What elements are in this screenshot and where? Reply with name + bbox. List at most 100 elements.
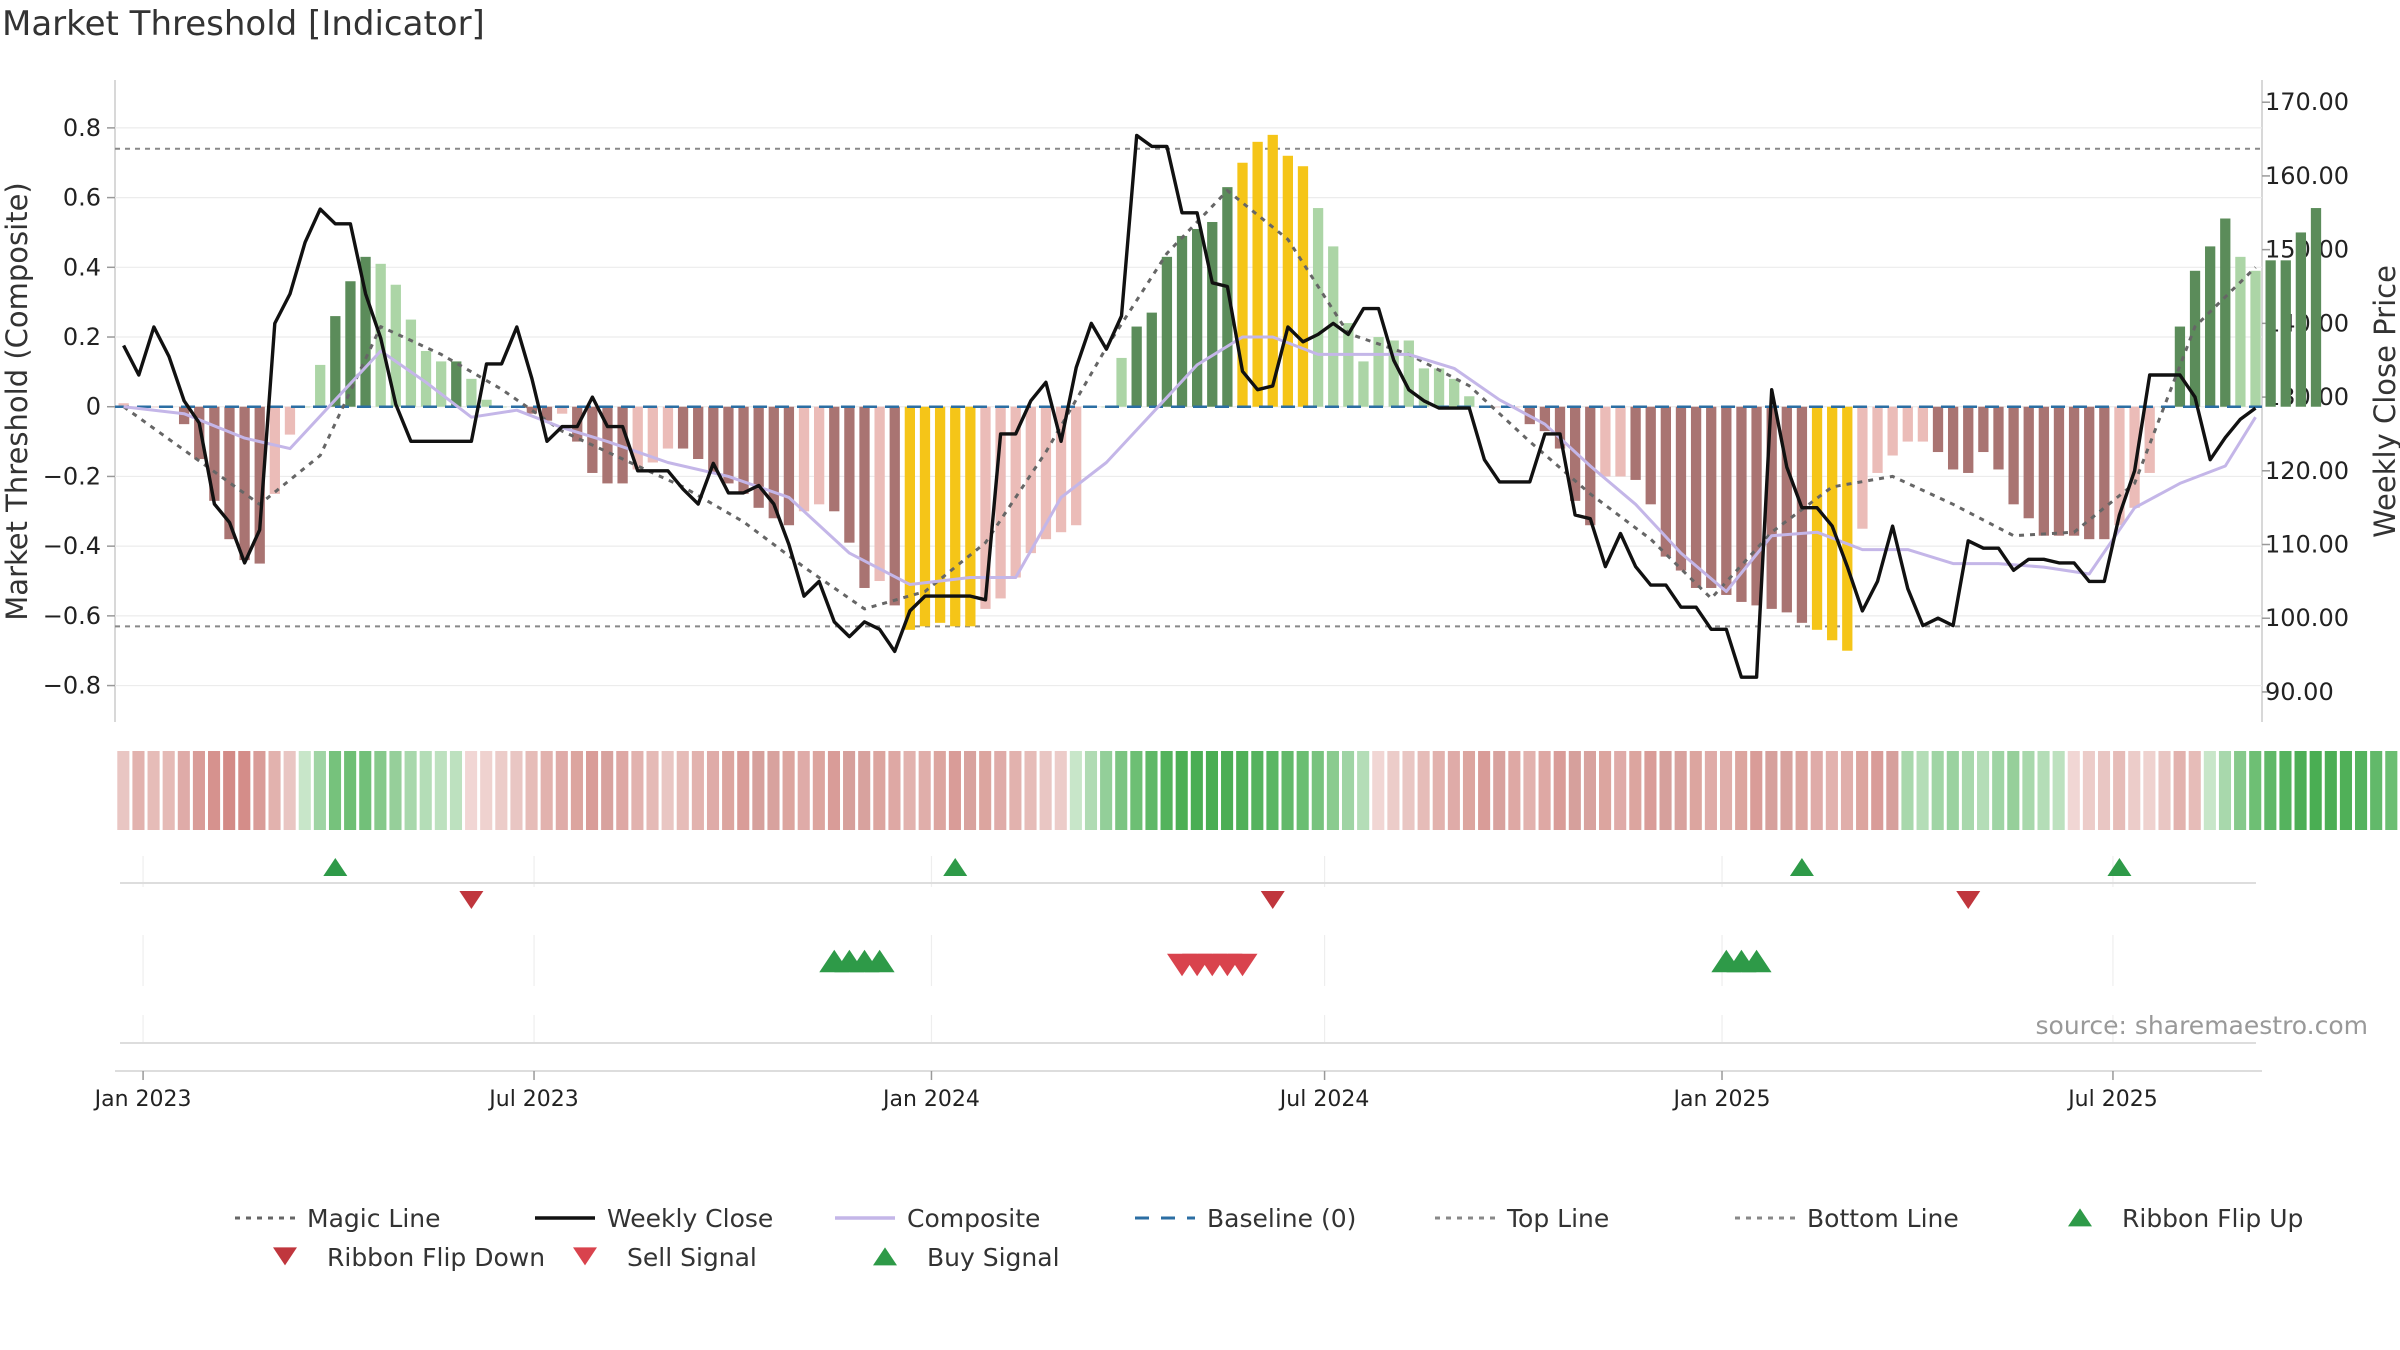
composite-bar	[798, 406, 810, 512]
ribbon-cell	[2249, 751, 2262, 830]
ribbon-cell	[1402, 751, 1415, 830]
ribbon-cell	[1266, 751, 1279, 830]
ribbon-cell	[525, 751, 538, 830]
ribbon-cell	[328, 751, 342, 830]
legend-item: Sell Signal	[573, 1243, 757, 1272]
composite-bar	[934, 406, 946, 623]
ribbon-cell	[2037, 751, 2050, 830]
legend-item: Buy Signal	[873, 1243, 1060, 1272]
ribbon-cell	[1735, 751, 1748, 830]
ribbon-cell	[812, 751, 825, 830]
ribbon-cell	[918, 751, 931, 830]
ribbon-cell	[1039, 751, 1052, 830]
legend-label: Bottom Line	[1807, 1204, 1959, 1233]
legend-label: Baseline (0)	[1207, 1204, 1356, 1233]
composite-bar	[224, 406, 235, 540]
composite-bar	[1494, 406, 1505, 408]
right-tick-label: 110.00	[2265, 531, 2349, 559]
composite-bar	[662, 406, 674, 449]
ribbon-cell	[1810, 751, 1823, 830]
legend-swatch-marker	[573, 1247, 597, 1266]
legend-item: Ribbon Flip Down	[273, 1243, 545, 1272]
ribbon-cell	[2234, 751, 2247, 830]
composite-bar	[1736, 406, 1747, 602]
composite-bar	[239, 406, 250, 561]
weekly-close-line	[122, 133, 2257, 679]
composite-bar	[1811, 406, 1823, 630]
ribbon-cell	[1644, 751, 1657, 830]
legend-label: Magic Line	[307, 1204, 441, 1233]
ribbon-cell	[147, 751, 160, 830]
ribbon-cell	[1977, 751, 1990, 830]
composite-bar	[1055, 406, 1067, 533]
ribbon-cell	[1583, 751, 1596, 830]
ribbon-cell	[752, 751, 765, 830]
composite-bar	[466, 378, 477, 407]
left-tick-label: −0.6	[43, 602, 101, 630]
ribbon-cell	[979, 751, 992, 830]
composite-bar	[1071, 406, 1082, 526]
ribbon-cell	[1508, 751, 1521, 830]
composite-bar	[541, 406, 553, 421]
composite-bar	[2280, 260, 2291, 407]
ribbon-cell	[873, 751, 886, 830]
composite-bar	[420, 350, 432, 407]
ribbon-cell	[1281, 751, 1294, 830]
composite-bar	[1418, 368, 1430, 407]
ribbon-cell	[1750, 751, 1763, 830]
composite-bar	[1207, 221, 1218, 407]
ribbon-cell	[1447, 751, 1460, 830]
ribbon-cell	[1130, 751, 1143, 830]
ribbon-cell	[223, 751, 236, 830]
legend-item: Baseline (0)	[1135, 1204, 1356, 1233]
legend-label: Sell Signal	[627, 1243, 757, 1272]
right-tick-label: 160.00	[2265, 162, 2349, 190]
composite-bar	[768, 406, 779, 519]
composite-bar	[2023, 406, 2034, 519]
composite-bar	[2235, 256, 2246, 407]
ribbon-cell	[1856, 751, 1869, 830]
ribbon-cell	[2128, 751, 2141, 830]
composite-bar	[1917, 406, 1929, 442]
composite-bar	[118, 403, 129, 407]
composite-bar	[919, 406, 931, 627]
ribbon-cell	[1553, 751, 1566, 830]
ribbon-cell	[1765, 751, 1778, 830]
legend-label: Ribbon Flip Up	[2122, 1204, 2303, 1233]
composite-bar	[2205, 246, 2216, 407]
composite-bar	[2129, 406, 2140, 508]
ribbon-cell	[1523, 751, 1536, 830]
composite-bar	[2038, 406, 2049, 536]
ribbon-cell	[2279, 751, 2292, 830]
left-tick-label: 0.2	[63, 323, 101, 351]
composite-bar	[708, 406, 719, 473]
ribbon-cell	[676, 751, 689, 830]
composite-bar	[1252, 141, 1263, 407]
composite-bar	[1297, 166, 1309, 407]
ribbon-cell	[1069, 751, 1082, 830]
composite-bar	[1766, 406, 1777, 609]
ribbon-cell	[1901, 751, 1914, 830]
ribbon-cell	[1689, 751, 1702, 830]
left-tick-label: 0	[86, 393, 101, 421]
composite-line	[123, 335, 2257, 593]
composite-bar	[617, 406, 628, 484]
composite-bar	[889, 406, 900, 606]
ribbon-cell	[1387, 751, 1400, 830]
composite-bar	[1630, 406, 1641, 480]
ribbon-cell	[2173, 751, 2186, 830]
ribbon-cell	[1795, 751, 1808, 830]
legend-item: Top Line	[1435, 1204, 1609, 1233]
ribbon-cell	[1296, 751, 1309, 830]
ribbon-flip-down-marker	[459, 891, 484, 909]
ribbon-cell	[540, 751, 553, 830]
ribbon-cell	[586, 751, 599, 830]
composite-bar	[2144, 406, 2155, 473]
composite-bar	[1645, 406, 1656, 505]
ribbon-cell	[858, 751, 871, 830]
composite-bar	[950, 406, 961, 627]
composite-bar	[1282, 155, 1293, 407]
left-tick-label: 0.6	[63, 184, 101, 212]
ribbon-cell	[661, 751, 674, 830]
ribbon-cell	[313, 751, 326, 830]
